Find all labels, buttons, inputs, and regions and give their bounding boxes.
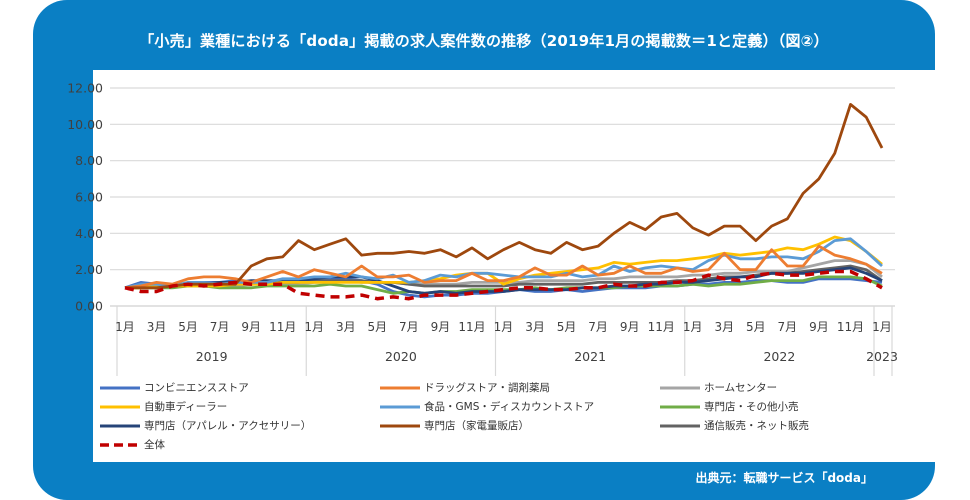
year-label: 2020	[385, 349, 417, 364]
x-tick-label: 3月	[336, 320, 356, 334]
legend-item: 食品・GMS・ディスカウントストア	[380, 399, 594, 414]
x-tick-label: 1月	[494, 320, 514, 334]
legend-swatch	[380, 405, 420, 408]
series-line-1	[124, 244, 883, 290]
y-tick-label: 4.00	[75, 226, 103, 241]
x-tick-label: 5月	[368, 320, 388, 334]
x-tick-label: 9月	[431, 320, 451, 334]
legend-item: 全体	[100, 437, 165, 452]
gridlines	[110, 87, 895, 307]
legend-label: 専門店・その他小売	[704, 401, 799, 413]
legend-item: 自動車ディーラー	[100, 399, 227, 414]
chart-title: 「小売」業種における「doda」掲載の求人案件数の推移（2019年1月の掲載数＝…	[139, 32, 829, 50]
x-tick-label: 7月	[399, 320, 419, 334]
legend-swatch	[100, 405, 140, 408]
x-tick-label: 1月	[683, 320, 703, 334]
chart-card: 「小売」業種における「doda」掲載の求人案件数の推移（2019年1月の掲載数＝…	[33, 0, 938, 500]
legend-swatch	[100, 424, 140, 427]
legend-label: 専門店（アパレル・アクセサリー）	[144, 420, 312, 432]
legend-item: ホームセンター	[660, 380, 777, 395]
x-tick-label: 7月	[778, 320, 798, 334]
legend-item: ドラッグストア・調剤薬局	[380, 380, 550, 395]
x-tick-label: 9月	[620, 320, 640, 334]
legend-swatch	[100, 386, 140, 389]
year-label: 2023	[866, 349, 898, 364]
x-tick-label: 5月	[557, 320, 577, 334]
legend-swatch	[660, 424, 700, 427]
legend-item: 通信販売・ネット販売	[660, 418, 809, 433]
legend-label: ドラッグストア・調剤薬局	[424, 382, 550, 394]
x-tick-label: 3月	[714, 320, 734, 334]
x-axis: 1月 3月 5月 7月 9月 11月 1月 3月 5月 7月 9月 11月 1月 3月 5月 7月 9月 11月 1…	[115, 306, 898, 376]
series-line-7	[125, 103, 884, 290]
x-tick-label: 11月	[837, 320, 864, 334]
legend-label: ホームセンター	[704, 382, 778, 394]
series-lines	[124, 103, 884, 301]
y-tick-label: 6.00	[75, 190, 103, 205]
x-tick-label: 11月	[648, 320, 675, 334]
series-line-5	[125, 275, 883, 295]
legend-label: 全体	[144, 439, 165, 451]
year-label: 2022	[763, 349, 795, 364]
legend-swatch	[380, 386, 420, 389]
year-label: 2021	[574, 349, 606, 364]
legend-item: 専門店（アパレル・アクセサリー）	[100, 418, 311, 433]
y-axis: 0.00 2.00 4.00 6.00 8.00 10.00 12.00	[67, 81, 103, 314]
x-tick-label: 11月	[269, 320, 296, 334]
x-tick-label: 5月	[178, 320, 198, 334]
legend-swatch	[660, 405, 700, 408]
x-tick-label: 7月	[588, 320, 608, 334]
legend-swatch	[660, 386, 700, 389]
legend-label: 自動車ディーラー	[144, 401, 228, 413]
x-tick-label: 1月	[115, 320, 135, 334]
legend-label: 通信販売・ネット販売	[704, 420, 809, 432]
legend-item: コンビニエンスストア	[100, 380, 249, 395]
series-line-6	[124, 266, 883, 295]
year-label: 2019	[196, 349, 228, 364]
x-tick-label: 3月	[525, 320, 545, 334]
x-tick-label: 1月	[304, 320, 324, 334]
legend-swatch	[380, 424, 420, 427]
y-tick-label: 0.00	[75, 299, 103, 314]
x-tick-label: 9月	[241, 320, 261, 334]
x-tick-label: 1月	[872, 320, 892, 334]
y-tick-label: 10.00	[67, 117, 103, 132]
x-tick-label: 7月	[210, 320, 230, 334]
series-line-9	[124, 269, 883, 301]
x-tick-label: 9月	[809, 320, 829, 334]
legend-item: 専門店（家電量販店）	[380, 418, 529, 433]
x-tick-label: 11月	[458, 320, 485, 334]
legend-label: コンビニエンスストア	[144, 382, 249, 394]
legend-item: 専門店・その他小売	[660, 399, 799, 414]
x-tick-label: 5月	[746, 320, 766, 334]
y-tick-label: 12.00	[67, 81, 103, 96]
x-tick-label: 3月	[147, 320, 167, 334]
y-tick-label: 2.00	[75, 262, 103, 277]
legend-swatch	[100, 442, 140, 447]
y-tick-label: 8.00	[75, 153, 103, 168]
legend-label: 食品・GMS・ディスカウントストア	[424, 401, 595, 413]
source-credit: 出典元：転職サービス「doda」	[695, 471, 873, 485]
legend-label: 専門店（家電量販店）	[424, 420, 529, 432]
